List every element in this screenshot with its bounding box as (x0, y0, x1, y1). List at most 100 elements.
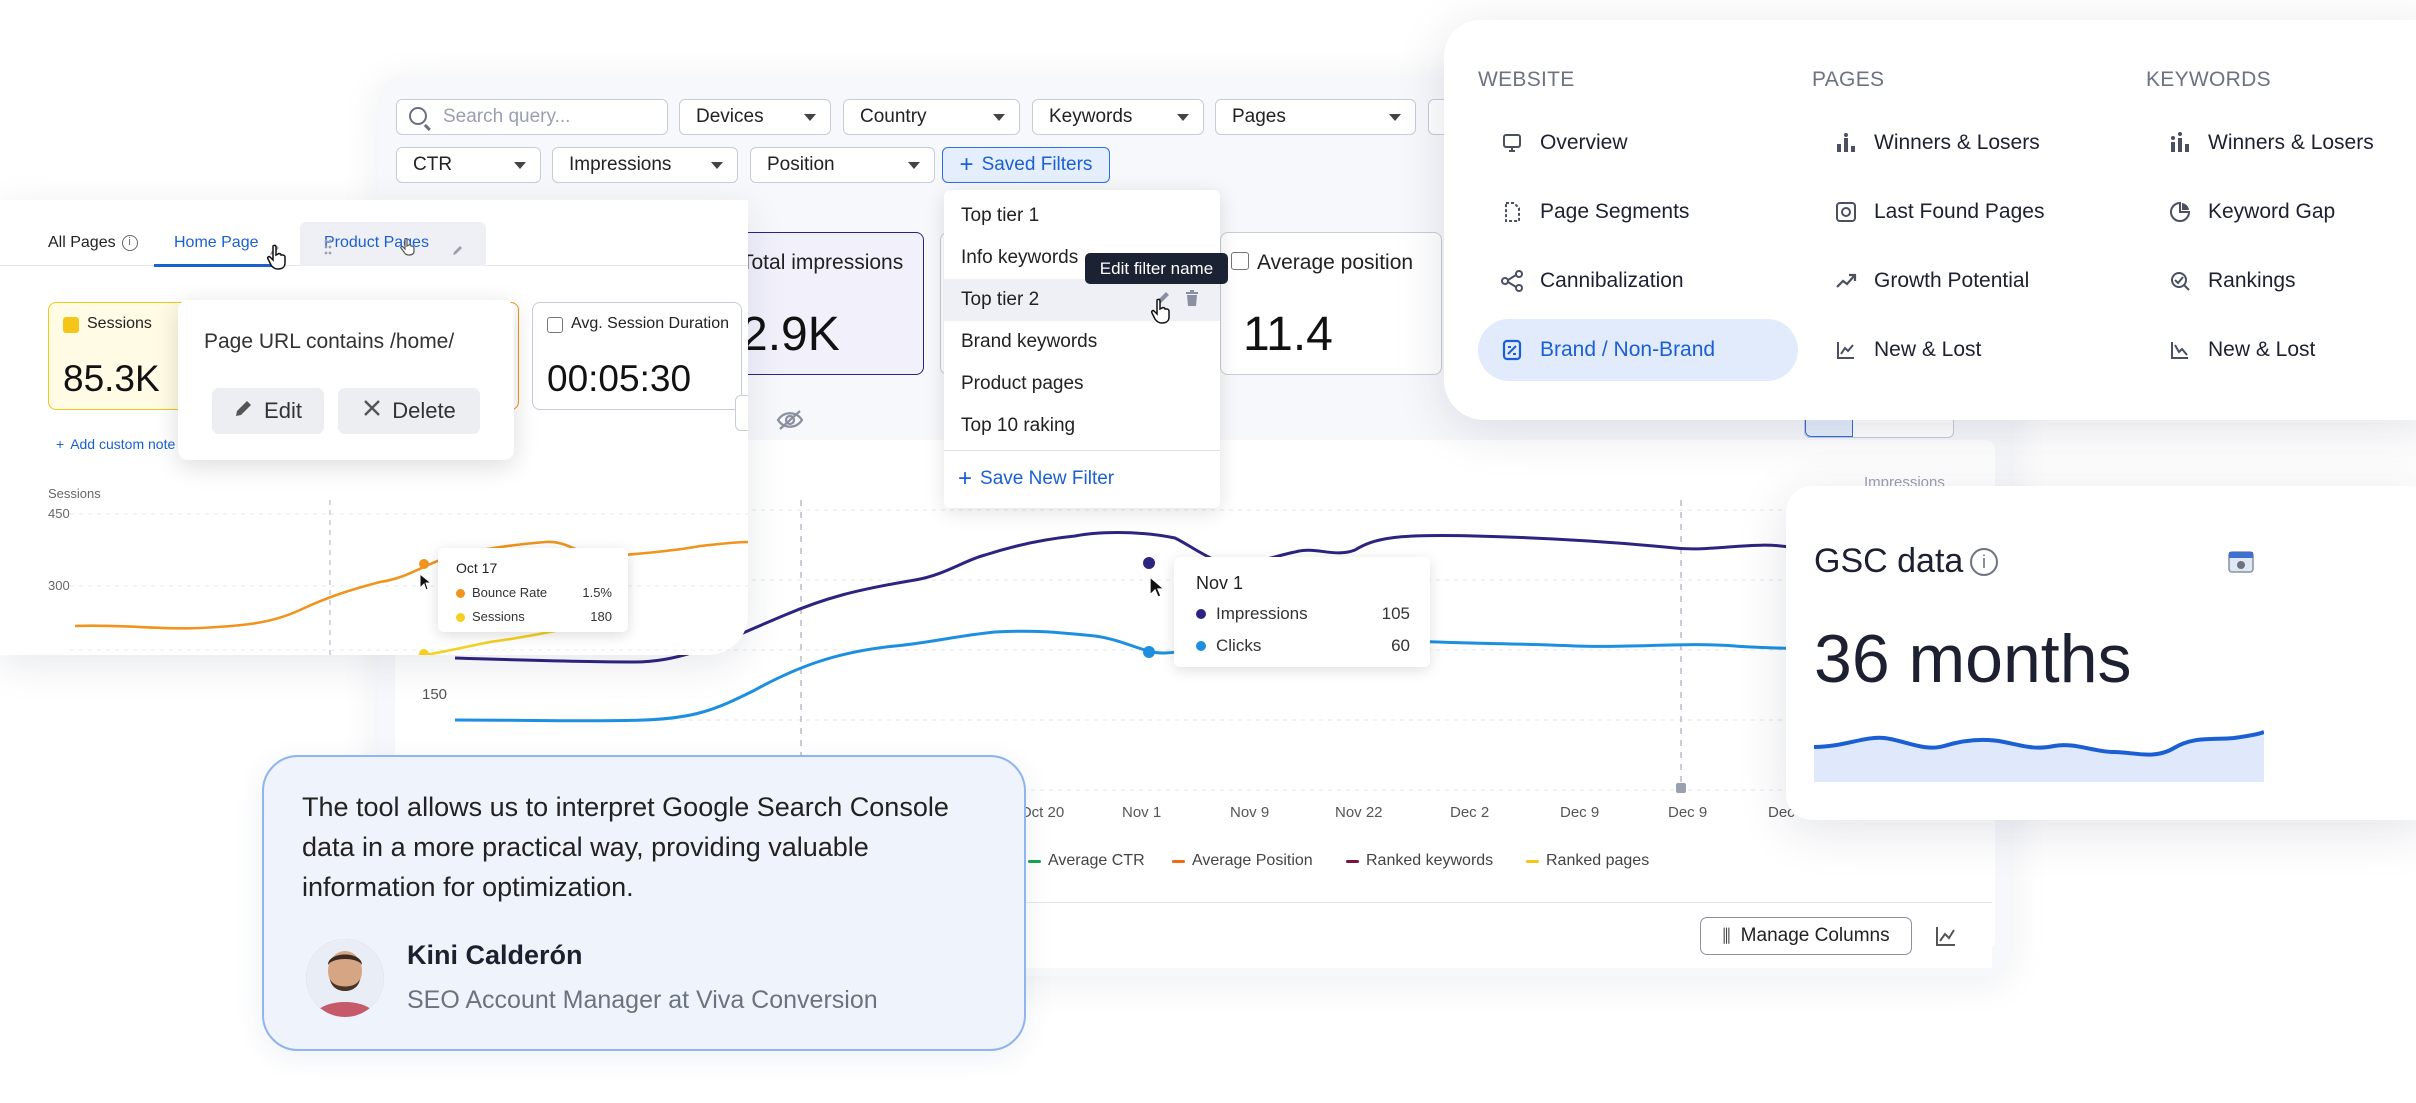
delete-button[interactable]: Delete (338, 388, 480, 434)
saved-filter-item[interactable]: Brand keywords (944, 321, 1220, 363)
x-tick-label: Nov 9 (1230, 804, 1270, 821)
nav-item-keywords-winners-losers[interactable]: Winners & Losers (2146, 112, 2416, 174)
legend-label: Average CTR (1048, 852, 1145, 869)
nav-item-label: Rankings (2208, 269, 2296, 292)
nav-item-pages-new-lost[interactable]: New & Lost (1812, 319, 2132, 381)
drag-handle-icon[interactable] (324, 238, 332, 261)
x-tick-label: Nov 1 (1122, 804, 1162, 821)
nav-item-label: Winners & Losers (1874, 131, 2040, 154)
save-new-filter-label: Save New Filter (980, 468, 1115, 489)
edit-button[interactable]: Edit (212, 388, 324, 434)
nav-item-overview[interactable]: Overview (1478, 112, 1798, 174)
saved-filter-item-active[interactable]: Top tier 2 (944, 279, 1220, 321)
nav-item-brand-non-brand[interactable]: Brand / Non-Brand (1478, 319, 1798, 381)
keywords-select[interactable]: Keywords (1032, 99, 1204, 135)
search-placeholder: Search query... (443, 106, 571, 127)
tab-all-pages[interactable]: All Pages i (48, 234, 138, 252)
checkbox[interactable] (1231, 252, 1249, 270)
testimonial-author-role: SEO Account Manager at Viva Conversion (407, 986, 878, 1014)
legend-ranked-pages[interactable]: Ranked pages (1526, 852, 1649, 870)
tab-home-page[interactable]: Home Page (174, 234, 259, 252)
legend-average-position[interactable]: Average Position (1172, 852, 1313, 870)
nav-item-cannibalization[interactable]: Cannibalization (1478, 250, 1798, 312)
country-select[interactable]: Country (843, 99, 1020, 135)
sessions-series (416, 628, 561, 655)
search-page-icon (1834, 200, 1858, 224)
chevron-down-icon (514, 162, 526, 169)
nav-section-keywords: KEYWORDS (2146, 68, 2271, 91)
trash-icon[interactable] (1184, 289, 1200, 313)
save-new-filter-button[interactable]: + Save New Filter (958, 460, 1114, 498)
chevron-down-icon (1389, 114, 1401, 121)
pages-select[interactable]: Pages (1215, 99, 1416, 135)
tooltip-row-name: Impressions (1216, 604, 1308, 623)
pencil-icon[interactable] (451, 243, 465, 262)
nav-item-label: New & Lost (2208, 338, 2316, 361)
nav-item-last-found-pages[interactable]: Last Found Pages (1812, 181, 2132, 243)
devices-select[interactable]: Devices (679, 99, 831, 135)
checkbox-checked[interactable] (63, 317, 79, 333)
nav-item-label: Brand / Non-Brand (1540, 338, 1716, 361)
edit-label: Edit (264, 398, 302, 423)
tab-label: Home Page (174, 234, 259, 251)
nav-item-rankings[interactable]: Rankings (2146, 250, 2416, 312)
tooltip-row-name: Sessions (472, 609, 525, 624)
ctr-select[interactable]: CTR (396, 147, 541, 183)
saved-filter-item[interactable]: Top tier 1 (944, 195, 1220, 237)
axis-title: Sessions (48, 486, 101, 501)
pie-chart-icon (2168, 200, 2192, 224)
nav-item-growth-potential[interactable]: Growth Potential (1812, 250, 2132, 312)
gsc-sparkline (1814, 730, 2264, 782)
delete-label: Delete (392, 398, 456, 423)
chevron-down-icon (908, 162, 920, 169)
legend-ranked-keywords[interactable]: Ranked keywords (1346, 852, 1493, 870)
nav-item-label: Growth Potential (1874, 269, 2030, 292)
tooltip-row-value: 60 (1391, 636, 1410, 655)
legend-average-ctr[interactable]: Average CTR (1028, 852, 1145, 870)
nav-item-pages-winners-losers[interactable]: Winners & Losers (1812, 112, 2132, 174)
edit-filter-tooltip: Edit filter name (1085, 253, 1228, 284)
saved-filter-item[interactable]: Info keywords (944, 237, 1220, 279)
saved-filter-label: Product pages (961, 373, 1084, 394)
impressions-select[interactable]: Impressions (552, 147, 738, 183)
nav-item-keywords-new-lost[interactable]: New & Lost (2146, 319, 2416, 381)
saved-filter-item[interactable]: Top 10 raking (944, 405, 1220, 447)
clicks-series (454, 629, 1866, 723)
chart-icon[interactable] (1934, 924, 1958, 948)
y-tick-label: 450 (48, 506, 70, 521)
add-note-button[interactable]: + Add custom note (56, 436, 175, 452)
close-icon (362, 398, 382, 424)
x-tick-label: Dec 2 (1450, 804, 1490, 821)
metric-avg-session-duration[interactable]: Avg. Session Duration 00:05:30 (532, 302, 742, 410)
nav-item-label: Last Found Pages (1874, 200, 2045, 223)
nav-item-page-segments[interactable]: Page Segments (1478, 181, 1798, 243)
checkbox[interactable] (547, 317, 563, 333)
devices-label: Devices (696, 106, 764, 127)
eye-off-icon[interactable] (776, 408, 804, 432)
search-icon (409, 107, 427, 125)
legend-swatch (1346, 859, 1359, 863)
popover-text: Page URL contains /home/ (204, 330, 455, 353)
pencil-icon (234, 398, 254, 424)
toolbar-toggle[interactable] (735, 395, 748, 431)
nav-item-label: Overview (1540, 131, 1628, 154)
calendar-icon[interactable] (2226, 546, 2256, 576)
cursor-arrow-icon (1148, 575, 1166, 604)
nav-section-website: WEBSITE (1478, 68, 1575, 91)
metric-total-impressions[interactable]: Total impressions 2.9K (718, 232, 924, 375)
hand-cursor-icon (266, 244, 288, 275)
metric-average-position[interactable]: Average position 11.4 (1220, 232, 1442, 375)
search-input[interactable]: Search query... (396, 99, 668, 135)
bar-chart-icon (2168, 131, 2192, 155)
manage-columns-button[interactable]: ⫼ Manage Columns (1700, 917, 1912, 955)
gsc-value: 36 months (1814, 621, 2132, 697)
saved-filters-button[interactable]: + Saved Filters (942, 147, 1110, 183)
hand-cursor-icon (1150, 298, 1172, 329)
chart-tooltip: Nov 1 Impressions 105 Clicks 60 (1174, 557, 1430, 667)
nav-item-keyword-gap[interactable]: Keyword Gap (2146, 181, 2416, 243)
position-select[interactable]: Position (750, 147, 935, 183)
x-tick-label: Nov 22 (1335, 804, 1383, 821)
info-icon[interactable]: i (1970, 548, 1998, 576)
saved-filter-item[interactable]: Product pages (944, 363, 1220, 405)
metric-value: 85.3K (63, 358, 160, 399)
